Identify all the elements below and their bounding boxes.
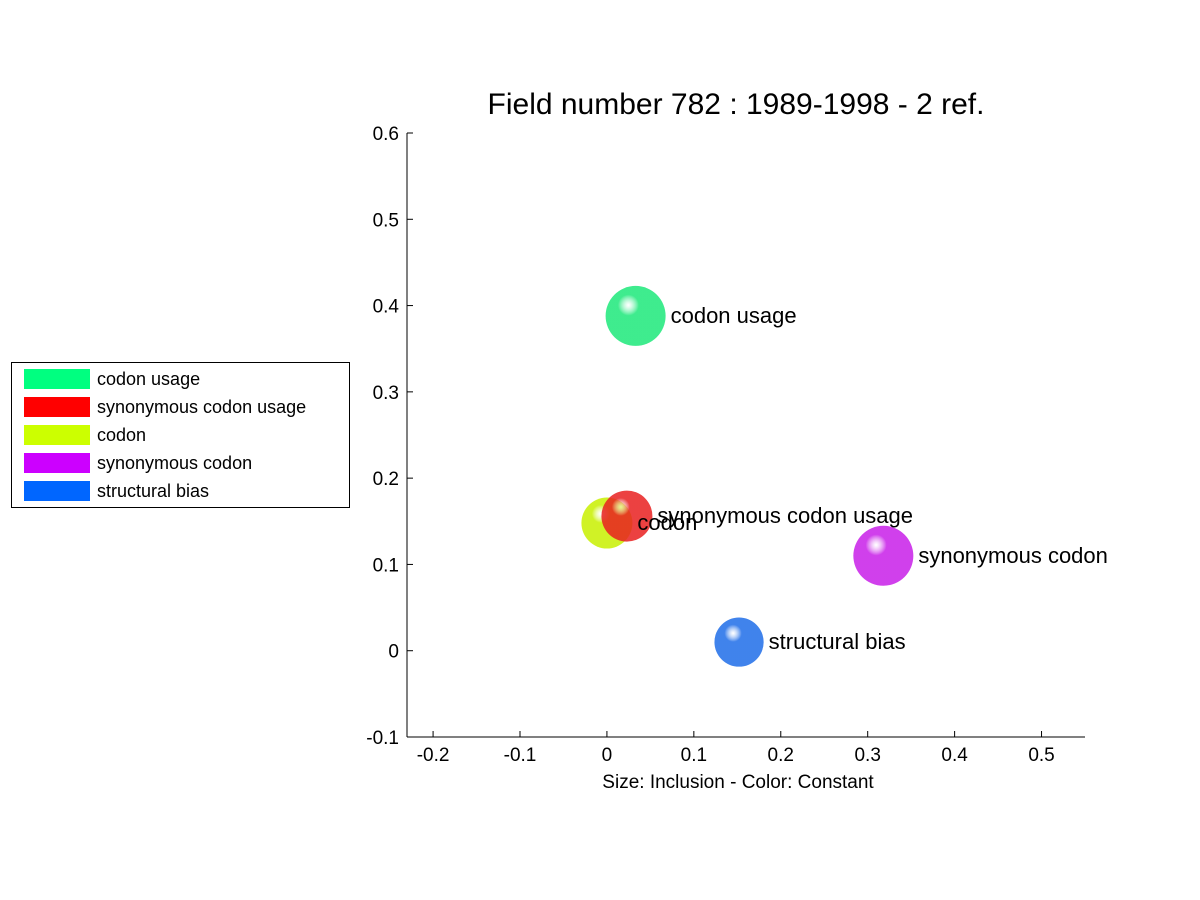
- x-tick-label: 0.2: [768, 745, 794, 766]
- x-tick-label: 0.4: [941, 745, 968, 766]
- x-tick-label: 0.3: [854, 745, 880, 766]
- point-label: structural bias: [769, 629, 906, 654]
- x-tick-label: -0.1: [504, 745, 537, 766]
- legend-label: synonymous codon: [97, 452, 253, 473]
- bubble-synonymous-codon: [853, 525, 914, 586]
- axes: -0.1 0 0.1 0.2 0.3 0.4 0.5 0.6 -0.2 -0.1 0 0.1 0.2 0.…: [366, 124, 1085, 766]
- y-tick-label: 0.4: [373, 297, 400, 318]
- legend-item-codon-usage: codon usage: [24, 369, 200, 389]
- y-tick-label: 0.2: [373, 469, 399, 490]
- x-tick-label: 0.1: [681, 745, 707, 766]
- legend-item-synonymous-codon-usage: synonymous codon usage: [24, 397, 306, 417]
- point-label: synonymous codon usage: [657, 503, 913, 528]
- x-tick-label: -0.2: [417, 745, 450, 766]
- x-tick-label: 0: [602, 745, 613, 766]
- y-tick-label: 0: [388, 642, 399, 663]
- legend-label: codon: [97, 424, 147, 445]
- legend-swatch: [24, 397, 90, 417]
- chart-title: Field number 782 : 1989-1998 - 2 ref.: [488, 88, 985, 121]
- bubble-codon-usage: [605, 285, 666, 346]
- legend-label: codon usage: [97, 368, 201, 389]
- legend-swatch: [24, 453, 90, 473]
- x-axis-label: Size: Inclusion - Color: Constant: [602, 772, 874, 793]
- bubble-structural-bias: [714, 617, 764, 667]
- point-label: codon: [637, 510, 697, 535]
- legend-item-structural-bias: structural bias: [24, 481, 209, 501]
- legend-label: structural bias: [97, 480, 210, 501]
- legend-item-synonymous-codon: synonymous codon: [24, 453, 252, 473]
- y-tick-label: -0.1: [366, 728, 399, 749]
- legend-swatch: [24, 481, 90, 501]
- legend-label: synonymous codon usage: [97, 396, 307, 417]
- legend: codon usage synonymous codon usage codon…: [11, 362, 350, 508]
- y-tick-label: 0.3: [373, 383, 399, 404]
- point-label: codon usage: [671, 303, 797, 328]
- bubble-synonymous-codon-usage: [601, 490, 653, 542]
- legend-item-codon: codon: [24, 425, 146, 445]
- y-tick-label: 0.1: [373, 555, 399, 576]
- y-tick-label: 0.6: [373, 124, 399, 145]
- legend-swatch: [24, 425, 90, 445]
- legend-swatch: [24, 369, 90, 389]
- y-tick-label: 0.5: [373, 210, 399, 231]
- point-label: synonymous codon: [918, 543, 1108, 568]
- x-tick-label: 0.5: [1028, 745, 1054, 766]
